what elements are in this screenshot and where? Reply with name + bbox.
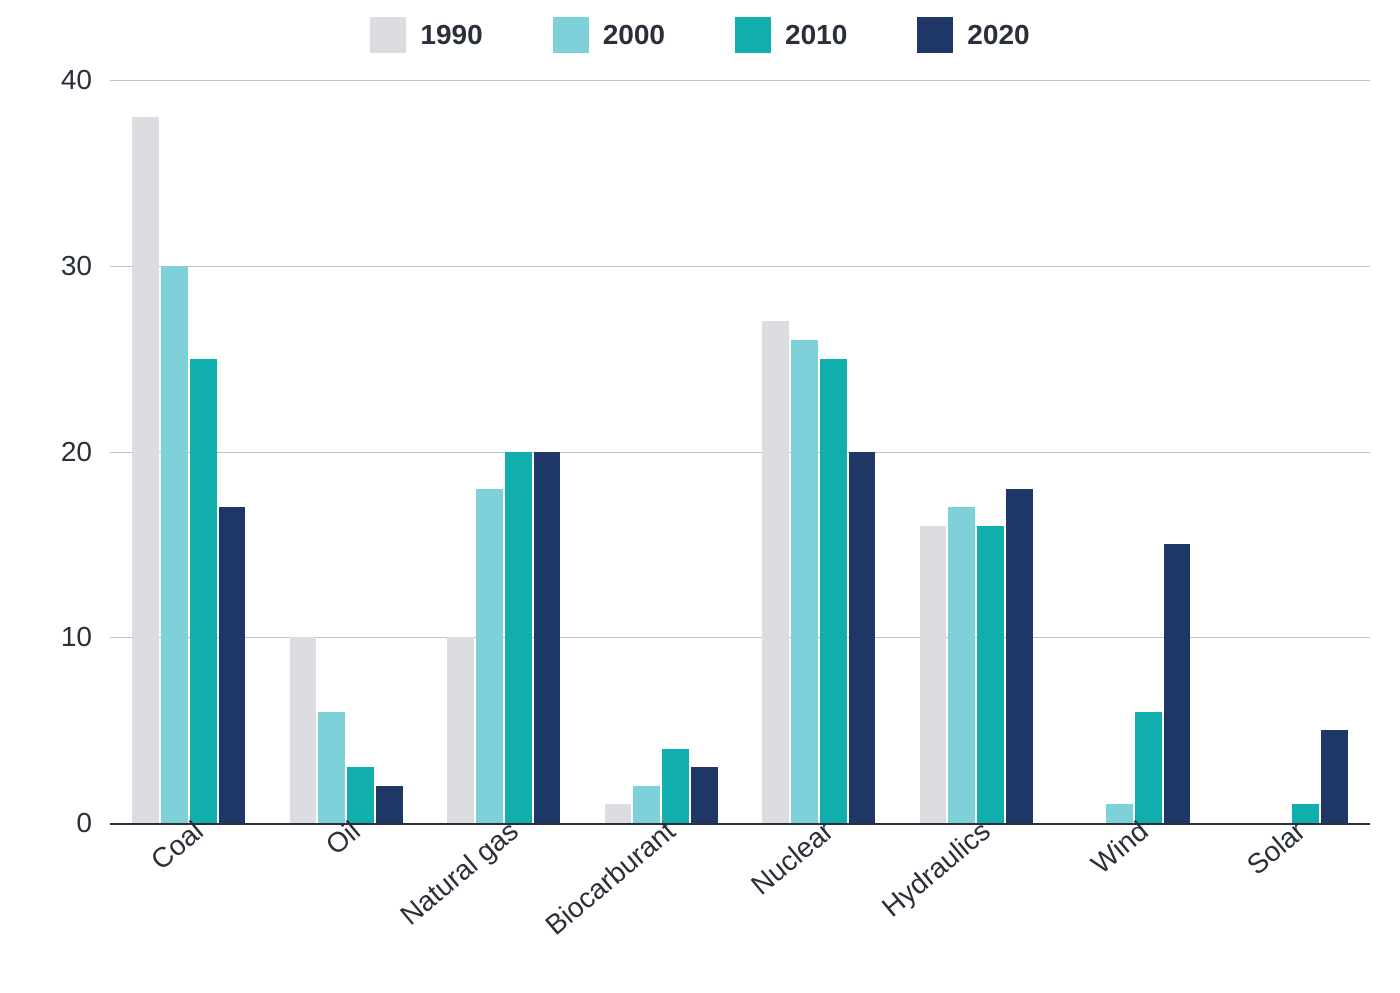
bar [691, 767, 718, 823]
bar [1164, 544, 1191, 823]
legend-item: 1990 [370, 17, 482, 53]
bar [849, 452, 876, 824]
bars [740, 80, 898, 823]
bar-group: Wind [1055, 80, 1213, 823]
bar [977, 526, 1004, 823]
bar [132, 117, 159, 823]
bars [425, 80, 583, 823]
bar [534, 452, 561, 824]
legend-swatch [553, 17, 589, 53]
legend-label: 2000 [603, 19, 665, 51]
bar-group: Hydraulics [898, 80, 1056, 823]
x-tick-label: Hydraulics [876, 815, 997, 924]
plot-area: CoalOilNatural gasBiocarburantNuclearHyd… [110, 80, 1370, 823]
legend: 1990 2000 2010 2020 [0, 0, 1400, 70]
legend-swatch [917, 17, 953, 53]
gridline [110, 823, 1370, 825]
legend-label: 2010 [785, 19, 847, 51]
bar [920, 526, 947, 823]
bar-groups: CoalOilNatural gasBiocarburantNuclearHyd… [110, 80, 1370, 823]
bar [347, 767, 374, 823]
bar-group: Solar [1213, 80, 1371, 823]
bar [1321, 730, 1348, 823]
bar [605, 804, 632, 823]
x-tick-label: Biocarburant [540, 815, 682, 942]
bar [161, 266, 188, 823]
bar-group: Natural gas [425, 80, 583, 823]
bar-group: Oil [268, 80, 426, 823]
y-tick-label: 10 [61, 621, 110, 653]
bar [505, 452, 532, 824]
legend-item: 2000 [553, 17, 665, 53]
x-tick-label: Nuclear [745, 815, 839, 902]
bar [791, 340, 818, 823]
legend-swatch [735, 17, 771, 53]
y-tick-label: 20 [61, 436, 110, 468]
bar [318, 712, 345, 823]
bar-group: Nuclear [740, 80, 898, 823]
legend-label: 2020 [967, 19, 1029, 51]
y-tick-label: 0 [76, 807, 110, 839]
legend-swatch [370, 17, 406, 53]
y-tick-label: 40 [61, 64, 110, 96]
bar [447, 637, 474, 823]
bar [1006, 489, 1033, 823]
x-tick-label: Natural gas [394, 815, 524, 932]
bars [1213, 80, 1371, 823]
bar [1135, 712, 1162, 823]
bar [762, 321, 789, 823]
bars [583, 80, 741, 823]
bar [219, 507, 246, 823]
bars [898, 80, 1056, 823]
bar [1292, 804, 1319, 823]
bar [190, 359, 217, 823]
bar [662, 749, 689, 823]
bars [110, 80, 268, 823]
legend-label: 1990 [420, 19, 482, 51]
bar-group: Coal [110, 80, 268, 823]
y-tick-label: 30 [61, 250, 110, 282]
energy-mix-bar-chart: 1990200020102020 CoalOilNatural gasBioca… [0, 0, 1400, 993]
bar [476, 489, 503, 823]
legend-item: 2010 [735, 17, 847, 53]
bar [948, 507, 975, 823]
bar [820, 359, 847, 823]
bars [1055, 80, 1213, 823]
bars [268, 80, 426, 823]
bar [376, 786, 403, 823]
bar [290, 637, 317, 823]
bar-group: Biocarburant [583, 80, 741, 823]
legend-item: 2020 [917, 17, 1029, 53]
